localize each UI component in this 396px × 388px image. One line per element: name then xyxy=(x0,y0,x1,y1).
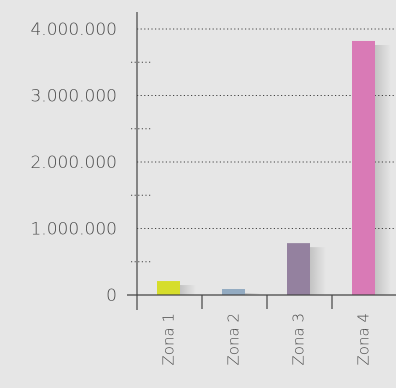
bar-shadow-3 xyxy=(310,247,326,295)
x-tick-label-zona-1: Zona 1 xyxy=(160,313,178,365)
bar-shadow-2 xyxy=(245,293,261,295)
bar-zona-4 xyxy=(352,40,375,295)
bar-zona-3 xyxy=(287,243,310,295)
y-tick-label-1: 1.000.000 xyxy=(30,220,117,240)
axes xyxy=(127,12,396,310)
bar-shadow-4 xyxy=(375,44,391,295)
bar-zona-2 xyxy=(222,289,245,295)
y-axis-ticks: 0 1.000.000 2.000.000 3.000.000 4.000.000 xyxy=(30,20,117,306)
x-tick-label-zona-4: Zona 4 xyxy=(355,313,373,365)
bar-shadows xyxy=(180,44,391,295)
x-axis-ticks: Zona 1 Zona 2 Zona 3 Zona 4 xyxy=(160,295,373,365)
y-tick-label-3: 3.000.000 xyxy=(30,87,117,107)
y-tick-label-0: 0 xyxy=(106,286,117,306)
bar-shadow-1 xyxy=(180,285,196,295)
bar-zona-1 xyxy=(157,281,180,295)
y-tick-label-2: 2.000.000 xyxy=(30,153,117,173)
bars xyxy=(157,40,375,295)
x-tick-label-zona-3: Zona 3 xyxy=(290,313,308,365)
y-tick-label-4: 4.000.000 xyxy=(30,20,117,40)
x-tick-label-zona-2: Zona 2 xyxy=(225,313,243,365)
